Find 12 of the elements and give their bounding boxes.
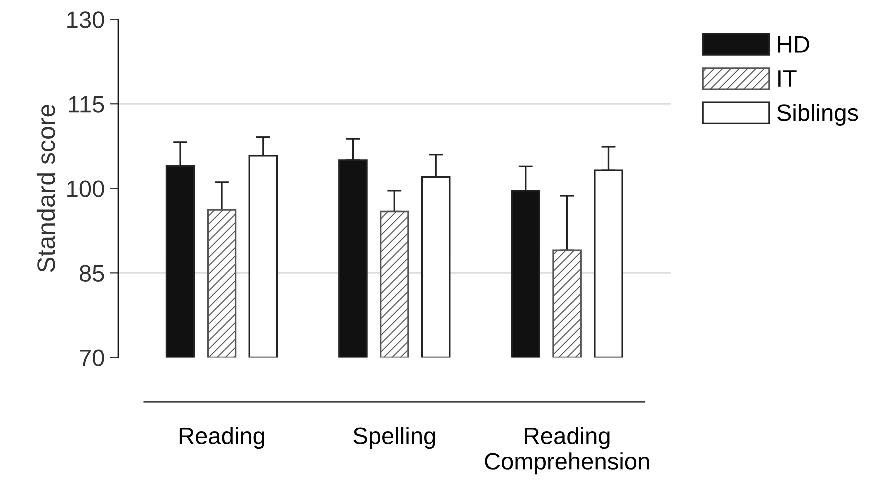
legend-label: HD [778,36,810,53]
y-tick-label: 100 [68,180,104,198]
x-tick-label: Reading Comprehension [485,427,650,475]
y-tick-label: 85 [80,265,104,282]
legend-label: IT [778,70,797,87]
y-axis-title: Standard score [36,104,56,272]
y-tick-label: 70 [80,350,104,366]
x-tick-label: Spelling [354,427,436,450]
legend-label: Siblings [777,104,858,126]
y-tick-label: 130 [68,12,104,28]
x-tick-label: Reading [180,427,264,450]
y-tick-label: 115 [69,96,104,113]
